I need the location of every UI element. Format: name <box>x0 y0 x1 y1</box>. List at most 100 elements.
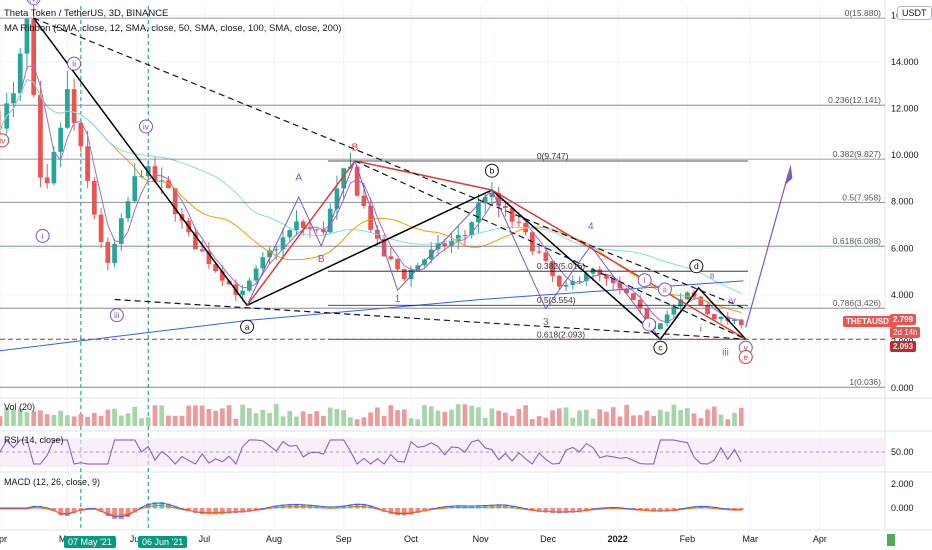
x-tick-7: Nov <box>473 534 490 544</box>
macd-hist-bar <box>442 506 448 509</box>
candle-body <box>624 288 630 294</box>
candle-body <box>570 281 576 286</box>
volume-bar <box>684 408 690 426</box>
fib-label-4: 0.618(6.088) <box>833 236 881 246</box>
candle-body <box>38 94 43 178</box>
volume-bar <box>556 408 562 426</box>
volume-bar <box>543 417 549 426</box>
x-tick-5: Sep <box>336 534 352 544</box>
volume-bar <box>698 418 704 426</box>
volume-bar <box>31 411 37 426</box>
volume-bar <box>233 418 239 426</box>
candle-body <box>166 180 171 189</box>
x-tick-0: Apr <box>0 534 7 544</box>
candle-body <box>220 271 225 281</box>
volume-bar <box>334 408 340 426</box>
y-tick-3: 10.000 <box>891 150 919 160</box>
macd-hist-bar <box>388 508 394 514</box>
candle-body <box>341 168 347 189</box>
volume-bar <box>240 404 245 426</box>
volume-bar <box>58 410 64 426</box>
candle-body <box>631 293 636 300</box>
macd-hist-bar <box>125 508 131 518</box>
candle-body <box>644 308 650 321</box>
volume-bar <box>651 415 657 426</box>
volume-bar <box>253 413 259 426</box>
volume-bar <box>91 412 97 426</box>
macd-hist-bar <box>529 508 535 511</box>
candle-body <box>152 166 158 182</box>
wave-label-22: iii <box>722 347 729 358</box>
macd-signal-line <box>0 504 742 516</box>
wave-label-circle <box>35 228 50 243</box>
volume-bar <box>112 408 117 426</box>
ticker-tag: THETAUSDT <box>843 316 897 327</box>
macd-hist-bar <box>415 508 421 513</box>
wave-label-24: e <box>743 352 748 362</box>
macd-hist-bar <box>455 505 461 509</box>
wave-label-circle <box>240 319 255 334</box>
candle-body <box>705 305 710 315</box>
macd-hist-bar <box>105 508 111 517</box>
volume-bar <box>0 416 3 426</box>
macd-hist-bar <box>31 506 37 509</box>
rsi-line <box>0 439 742 465</box>
macd-hist-bar <box>71 508 77 514</box>
volume-bar <box>11 409 16 426</box>
volume-bar <box>664 411 670 426</box>
wave-label-5: iv <box>143 121 150 131</box>
ma200-line <box>0 280 744 352</box>
candle-body <box>442 243 448 247</box>
volume-bar <box>482 417 488 426</box>
inner-fib-label-0: 0(9.747) <box>537 151 569 161</box>
volume-bar <box>85 416 90 426</box>
candle-body <box>637 299 643 309</box>
volume-bar <box>226 405 232 426</box>
volume-bar <box>65 415 70 426</box>
wave-label-circle <box>484 163 499 178</box>
candle-body <box>260 257 266 269</box>
candle-body <box>307 228 313 230</box>
candle-body <box>240 290 245 295</box>
volume-bar <box>280 416 286 426</box>
macd-hist-bar <box>651 508 657 512</box>
volume-bar <box>503 412 508 426</box>
candle-body <box>253 268 259 281</box>
candle-body <box>0 127 3 129</box>
macd-hist-bar <box>577 508 582 513</box>
volume-bar <box>38 410 43 426</box>
volume-bar <box>118 415 124 426</box>
volume-bar <box>671 404 677 426</box>
candle-body <box>287 230 293 238</box>
volume-bar <box>610 407 616 426</box>
macd-hist-bar <box>65 508 70 517</box>
currency-badge[interactable]: USDT <box>897 6 932 20</box>
candle-body <box>583 273 589 282</box>
candle-body <box>91 180 97 215</box>
volume-bar <box>179 415 185 426</box>
wave-label-19: ii <box>710 271 714 282</box>
candle-body <box>112 243 117 263</box>
macd-hist-bar <box>368 505 373 509</box>
volume-bar <box>388 405 394 426</box>
volume-bar <box>152 405 158 426</box>
y-tick-1: 14.000 <box>891 57 919 67</box>
inner-fib-label-2: 0.5(3.554) <box>537 295 576 305</box>
macd-hist-bar <box>240 508 245 513</box>
candle-body <box>193 232 198 250</box>
candle-body <box>489 193 495 197</box>
volume-bar <box>691 413 697 426</box>
candle-body <box>71 89 77 123</box>
trendline-upper-dashed <box>33 17 746 310</box>
candle-body <box>664 314 670 324</box>
y-tick-2: 12.000 <box>891 103 919 113</box>
volume-bar <box>125 413 131 426</box>
fib-label-2: 0.382(9.827) <box>833 149 881 159</box>
volume-bar <box>267 412 272 426</box>
candle-body <box>78 122 84 147</box>
candle-body <box>671 306 677 315</box>
candle-body <box>469 222 475 236</box>
wave-label-3: i <box>42 231 44 241</box>
candle-body <box>415 265 421 270</box>
